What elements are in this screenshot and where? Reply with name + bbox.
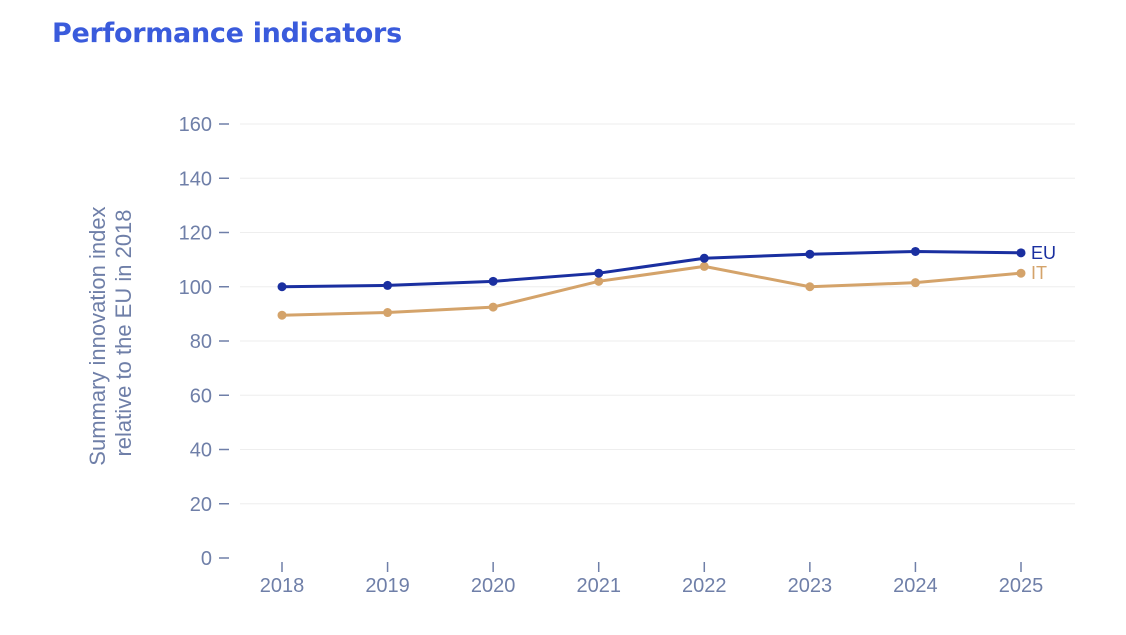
grid-lines (240, 123, 1075, 505)
x-tick-label: 2024 (893, 575, 938, 597)
series-label-eu: EU (1031, 243, 1056, 263)
x-tick-label: 2018 (260, 575, 305, 597)
y-tick-label: 80 (190, 331, 212, 353)
data-point-eu (488, 276, 498, 286)
data-point-it (1016, 268, 1026, 278)
data-point-it (383, 308, 393, 318)
series-eu: EU (277, 243, 1056, 292)
data-point-eu (1016, 248, 1026, 258)
x-tick-label: 2023 (788, 575, 833, 597)
data-point-eu (594, 268, 604, 278)
data-point-it (805, 282, 815, 292)
x-tick-label: 2022 (682, 575, 727, 597)
y-tick-label: 0 (201, 548, 212, 570)
series-it: IT (277, 261, 1047, 320)
data-point-it (594, 276, 604, 286)
data-point-eu (277, 282, 287, 292)
y-tick-label: 60 (190, 385, 212, 407)
y-tick-label: 160 (179, 114, 212, 136)
data-point-it (277, 310, 287, 320)
y-tick-label: 40 (190, 440, 212, 462)
series-line-eu (281, 249, 1022, 289)
data-point-eu (805, 249, 815, 259)
y-tick-label: 120 (179, 223, 212, 245)
data-point-eu (383, 280, 393, 290)
y-axis-title-line-2: relative to the EU in 2018 (111, 209, 136, 456)
y-tick-label: 20 (190, 494, 212, 516)
data-point-it (488, 302, 498, 312)
page-title: Performance indicators (52, 18, 402, 49)
x-axis: 2018 2019 2020 2021 2022 2023 2024 2025 (260, 562, 1044, 597)
x-tick-label: 2020 (471, 575, 516, 597)
data-point-it (699, 261, 709, 271)
series-label-it: IT (1031, 263, 1047, 283)
x-tick-label: 2021 (576, 575, 621, 597)
data-point-eu (910, 246, 920, 256)
y-tick-label: 140 (179, 168, 212, 190)
y-axis: 0 20 40 60 80 100 120 140 160 (179, 114, 229, 570)
y-tick-label: 100 (179, 277, 212, 299)
series-line-it (281, 264, 1022, 317)
data-point-it (910, 278, 920, 288)
x-tick-label: 2019 (365, 575, 410, 597)
x-tick-label: 2025 (999, 575, 1044, 597)
y-axis-title-line-1: Summary innovation index (85, 206, 110, 465)
y-axis-title: Summary innovation index relative to the… (85, 200, 136, 465)
data-point-eu (699, 253, 709, 263)
